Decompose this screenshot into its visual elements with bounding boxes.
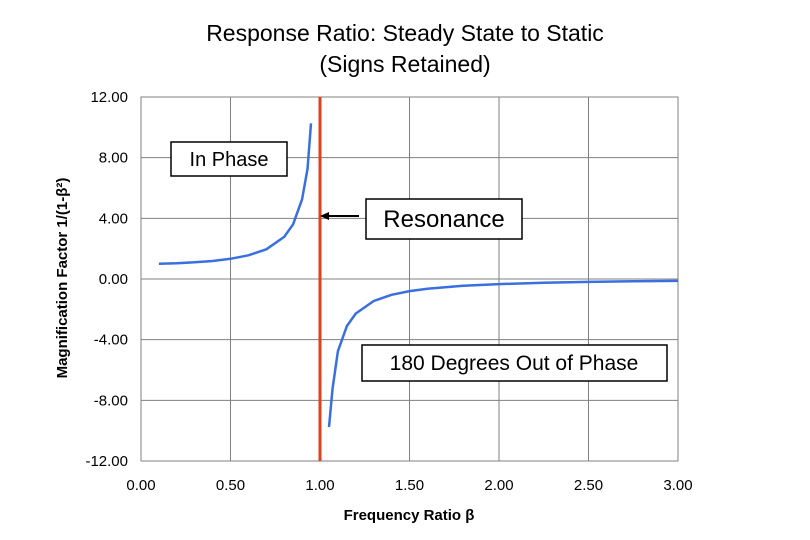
y-tick-label: 0.00	[99, 271, 128, 288]
y-tick-label: 8.00	[99, 150, 128, 167]
chart-title-line-2: (Signs Retained)	[319, 51, 491, 77]
series-line-segment	[158, 123, 313, 265]
y-tick-label: -4.00	[94, 332, 128, 349]
series-line-segment	[327, 279, 679, 428]
annotation-box	[361, 344, 668, 382]
series-group	[158, 123, 679, 428]
annotation-box	[170, 141, 288, 177]
chart-title: Response Ratio: Steady State to Static (…	[0, 18, 810, 80]
y-axis-label: Magnification Factor 1/(1-β²)	[54, 178, 71, 379]
x-tick-label: 1.50	[395, 477, 424, 494]
annotation-arrowhead	[320, 212, 329, 220]
x-tick-label: 2.50	[574, 477, 603, 494]
x-tick-label: 1.00	[305, 477, 334, 494]
annotation-in-phase-text: In Phase	[190, 149, 269, 171]
chart-title-line-1: Response Ratio: Steady State to Static	[206, 20, 604, 46]
y-tick-label: 4.00	[99, 210, 128, 227]
x-tick-label: 0.50	[216, 477, 245, 494]
y-tick-label: -12.00	[85, 453, 128, 470]
y-tick-label: 12.00	[90, 89, 128, 106]
x-tick-label: 0.00	[126, 477, 155, 494]
annotation-out-of-phase: 180 Degrees Out of Phase	[361, 344, 668, 382]
annotation-in-phase: In Phase	[170, 141, 288, 177]
x-tick-label: 3.00	[663, 477, 692, 494]
x-tick-label: 2.00	[484, 477, 513, 494]
y-tick-labels: 12.00 8.00 4.00 0.00 -4.00 -8.00 -12.00	[85, 89, 128, 470]
x-axis-label: Frequency Ratio β	[344, 507, 475, 524]
annotation-resonance-text: Resonance	[383, 206, 504, 233]
grid-lines	[141, 97, 678, 461]
annotation-box	[365, 198, 523, 240]
y-tick-label: -8.00	[94, 392, 128, 409]
annotation-resonance: Resonance	[320, 198, 523, 240]
x-tick-labels: 0.00 0.50 1.00 1.50 2.00 2.50 3.00	[126, 477, 692, 494]
annotation-out-of-phase-text: 180 Degrees Out of Phase	[390, 352, 639, 375]
